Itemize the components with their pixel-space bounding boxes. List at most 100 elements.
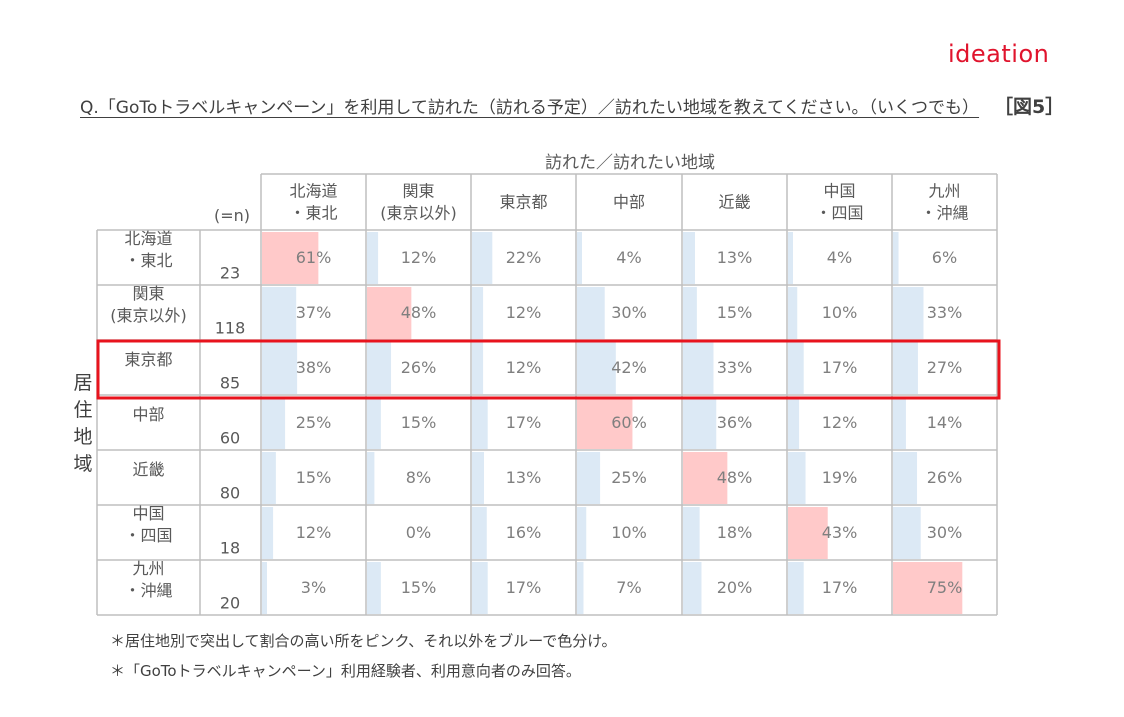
data-label: 8%: [406, 468, 431, 487]
column-group-title: 訪れた／訪れたい地域: [545, 153, 715, 173]
row-label: 九州: [132, 559, 164, 578]
bar-blue: [262, 452, 276, 504]
bar-blue: [788, 562, 804, 614]
bar-pink: [683, 452, 728, 504]
bar-blue: [472, 397, 488, 449]
data-label: 33%: [717, 358, 753, 377]
data-label: 12%: [506, 358, 542, 377]
data-label: 13%: [717, 248, 753, 267]
column-header: ・沖縄: [920, 203, 968, 222]
data-label: 20%: [717, 578, 753, 597]
row-n-value: 80: [220, 484, 240, 503]
bar-blue: [577, 562, 584, 614]
data-label: 10%: [822, 303, 858, 322]
data-label: 17%: [506, 413, 542, 432]
bar-blue: [788, 342, 804, 394]
row-axis-label-char: 地: [73, 426, 93, 448]
data-label: 25%: [296, 413, 332, 432]
row-label: 関東: [132, 284, 164, 303]
bar-pink: [262, 232, 319, 284]
data-label: 4%: [827, 248, 852, 267]
data-label: 15%: [296, 468, 332, 487]
bar-blue: [262, 562, 267, 614]
row-n-value: 118: [215, 319, 246, 338]
bar-blue: [788, 287, 798, 339]
data-label: 13%: [506, 468, 542, 487]
bar-pink: [577, 397, 633, 449]
bar-blue: [577, 287, 605, 339]
data-label: 30%: [927, 523, 963, 542]
bar-blue: [893, 232, 899, 284]
data-label: 3%: [301, 578, 326, 597]
bar-blue: [472, 287, 484, 339]
data-label: 12%: [401, 248, 437, 267]
column-header: 近畿: [718, 193, 750, 212]
data-label: 36%: [717, 413, 753, 432]
data-label: 17%: [506, 578, 542, 597]
bar-blue: [262, 342, 298, 394]
n-column-label: (=n): [214, 206, 251, 225]
bar-blue: [893, 507, 921, 559]
column-header: (東京以外): [380, 203, 457, 222]
data-label: 60%: [611, 413, 647, 432]
data-label: 25%: [611, 468, 647, 487]
data-label: 30%: [611, 303, 647, 322]
bar-blue: [367, 342, 392, 394]
data-label: 42%: [611, 358, 647, 377]
data-label: 14%: [927, 413, 963, 432]
column-header: 東京都: [499, 193, 547, 212]
row-label: ・沖縄: [124, 581, 172, 600]
row-label: ・東北: [124, 251, 172, 270]
data-label: 15%: [717, 303, 753, 322]
data-label: 75%: [927, 578, 963, 597]
data-label: 15%: [401, 413, 437, 432]
bar-blue: [788, 452, 806, 504]
row-n-value: 20: [220, 594, 240, 613]
bar-blue: [367, 397, 381, 449]
column-header: 九州: [928, 182, 960, 201]
row-n-value: 23: [220, 264, 240, 283]
bar-blue: [683, 287, 697, 339]
data-label: 19%: [822, 468, 858, 487]
bar-blue: [472, 232, 493, 284]
data-label: 48%: [401, 303, 437, 322]
column-header: 中部: [613, 193, 645, 212]
bar-blue: [262, 287, 297, 339]
bar-blue: [683, 507, 700, 559]
data-label: 17%: [822, 578, 858, 597]
bar-blue: [262, 507, 274, 559]
bar-pink: [367, 287, 412, 339]
data-label: 12%: [822, 413, 858, 432]
bar-blue: [788, 397, 800, 449]
bar-blue: [788, 232, 793, 284]
data-label: 48%: [717, 468, 753, 487]
data-label: 12%: [296, 523, 332, 542]
data-label: 33%: [927, 303, 963, 322]
data-label: 43%: [822, 523, 858, 542]
data-label: 15%: [401, 578, 437, 597]
column-header: 北海道: [289, 182, 337, 201]
row-axis-label-char: 居: [73, 372, 93, 394]
row-label: 東京都: [124, 350, 172, 369]
data-label: 7%: [616, 578, 641, 597]
bar-blue: [367, 452, 375, 504]
bar-blue: [893, 342, 918, 394]
data-label: 17%: [822, 358, 858, 377]
bar-blue: [893, 452, 918, 504]
bar-blue: [367, 232, 379, 284]
data-label: 4%: [616, 248, 641, 267]
row-axis-label-char: 住: [73, 399, 93, 421]
ideation-logo: ideation: [948, 40, 1050, 68]
data-label: 61%: [296, 248, 332, 267]
row-label: 近畿: [132, 460, 164, 479]
footnote-1: ＊居住地別で突出して割合の高い所をピンク、それ以外をブルーで色分け。: [110, 632, 617, 650]
data-label: 18%: [717, 523, 753, 542]
data-label: 22%: [506, 248, 542, 267]
bar-blue: [577, 232, 582, 284]
bar-blue: [472, 562, 488, 614]
highlight-box: [96, 339, 1001, 400]
column-header: ・四国: [815, 203, 863, 222]
bar-blue: [472, 342, 484, 394]
bar-blue: [683, 562, 702, 614]
bar-blue: [577, 452, 601, 504]
